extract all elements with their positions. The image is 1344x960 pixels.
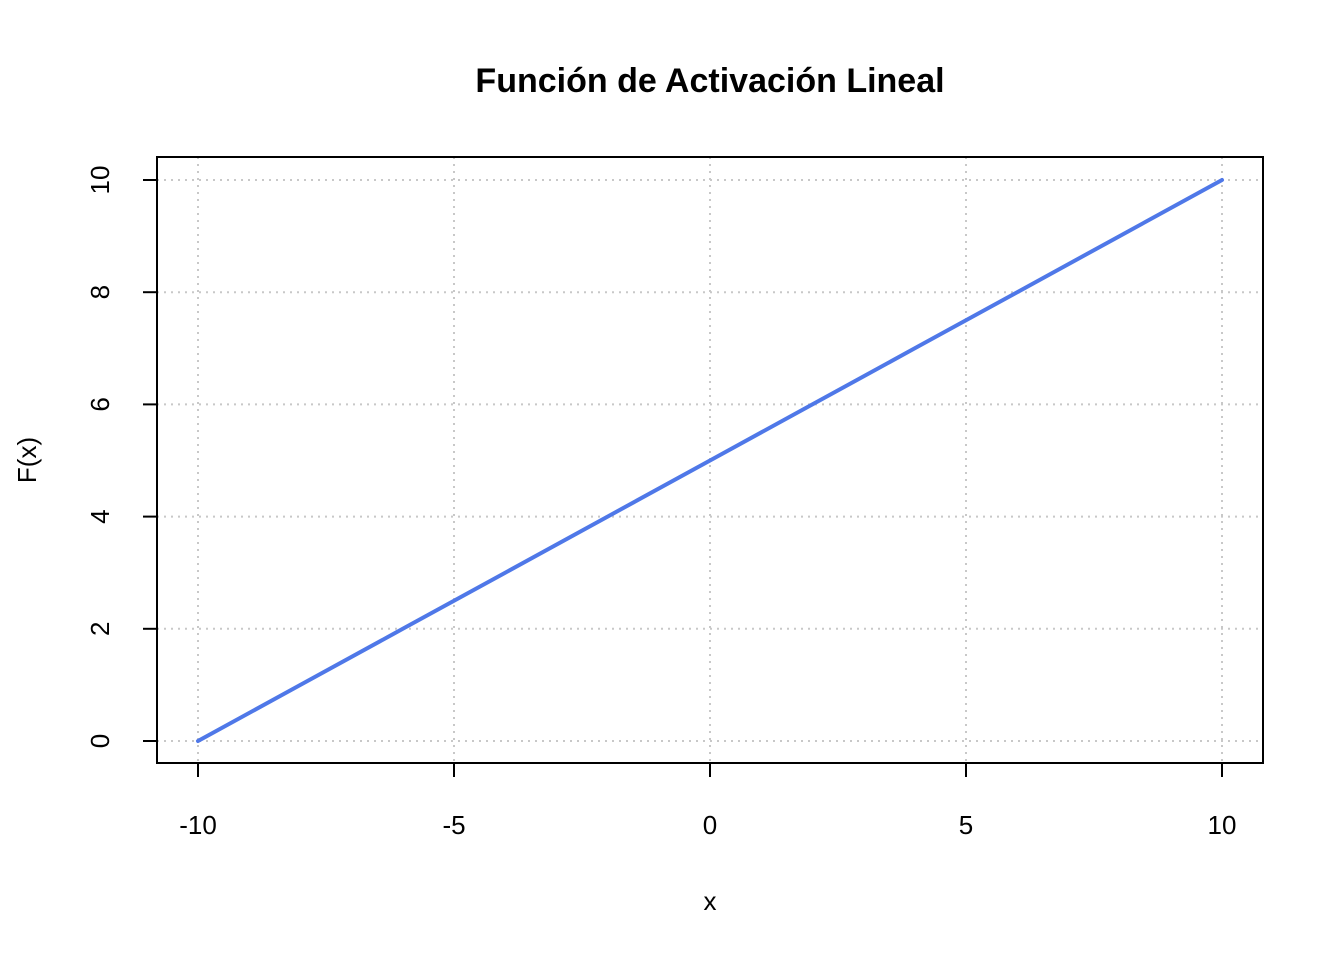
x-axis-label: x <box>704 886 717 916</box>
chart-title: Función de Activación Lineal <box>475 62 944 100</box>
series-group <box>196 178 1224 743</box>
x-tick-label: 10 <box>1208 810 1237 840</box>
y-tick-label: 8 <box>85 285 115 299</box>
y-axis-label: F(x) <box>12 437 42 483</box>
y-tick-label: 0 <box>85 734 115 748</box>
y-tick-label: 4 <box>85 509 115 523</box>
y-tick-label: 6 <box>85 397 115 411</box>
y-tick-label: 10 <box>85 166 115 195</box>
y-tick-label: 2 <box>85 622 115 636</box>
x-tick-label: -10 <box>179 810 217 840</box>
x-axis: -10 -5 0 5 10 <box>179 762 1237 840</box>
y-axis: 0 2 4 6 8 10 <box>85 166 158 748</box>
x-tick-label: -5 <box>442 810 465 840</box>
grid <box>157 157 1263 763</box>
x-tick-label: 0 <box>703 810 717 840</box>
series-line <box>196 178 1224 743</box>
x-tick-label: 5 <box>959 810 973 840</box>
